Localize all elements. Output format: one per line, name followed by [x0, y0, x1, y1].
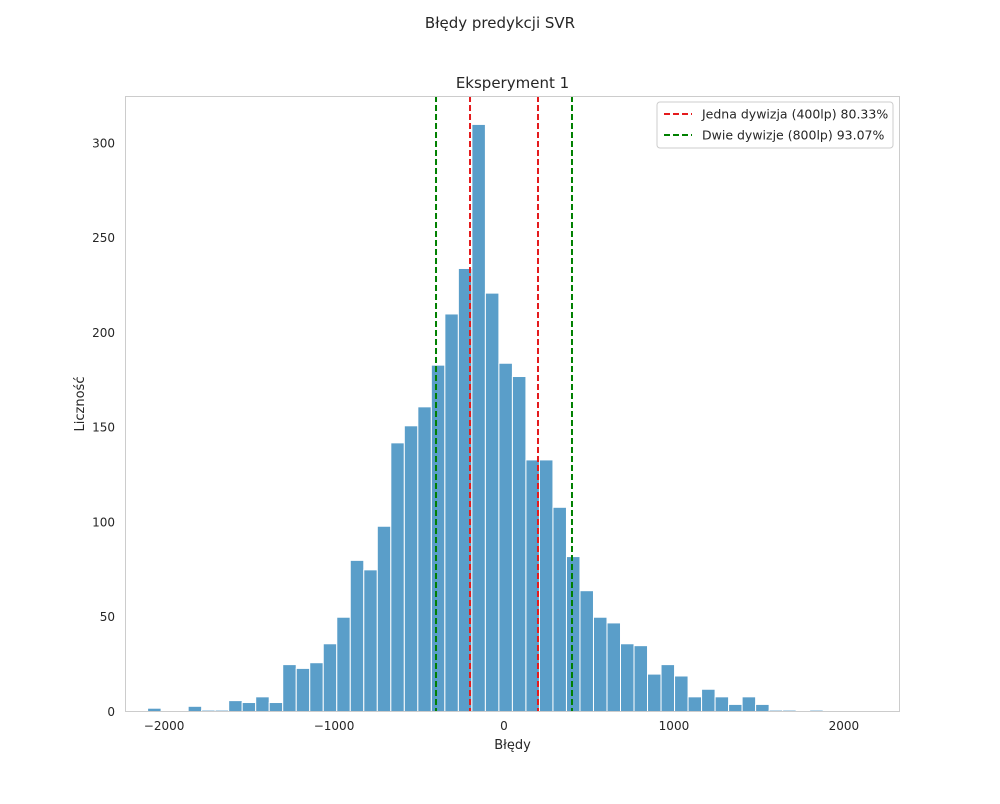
histogram-bar	[755, 703, 770, 713]
y-axis-label: Liczność	[73, 377, 88, 432]
y-tick-label: 100	[92, 515, 115, 529]
histogram-bar	[579, 590, 594, 713]
histogram-bar	[363, 569, 378, 713]
histogram-bar	[255, 696, 270, 713]
histogram-bar	[660, 664, 676, 713]
histogram-bar	[647, 673, 662, 713]
reference-lines-group	[435, 96, 573, 712]
histogram-bar	[552, 506, 567, 713]
histogram-bar	[714, 696, 730, 713]
y-tick-label: 150	[92, 421, 115, 435]
x-tick-label: 2000	[829, 719, 860, 733]
legend-frame	[656, 101, 894, 149]
histogram-bar	[674, 675, 689, 713]
histogram-bar	[484, 292, 500, 713]
histogram-bar	[606, 622, 622, 713]
histogram-bar	[701, 688, 716, 713]
y-tick-label: 0	[107, 705, 115, 719]
histogram-bar	[728, 703, 743, 713]
histogram-bar	[376, 525, 392, 713]
legend-label: Jedna dywizja (400lp) 80.33%	[701, 107, 888, 122]
histogram-bar	[471, 123, 486, 713]
histogram-bar	[241, 702, 257, 713]
figure-suptitle: Błędy predykcji SVR	[425, 14, 575, 32]
x-tick-label: 0	[500, 719, 508, 733]
x-tick-label: 1000	[659, 719, 690, 733]
histogram-bar	[565, 556, 581, 713]
histogram-bar	[511, 376, 527, 713]
histogram-bar	[741, 696, 757, 713]
histogram-bar	[282, 664, 297, 713]
x-axis-ticks: −2000 −1000 0 1000 2000	[144, 719, 859, 733]
x-axis-label: Błędy	[494, 738, 531, 753]
histogram-bar	[268, 702, 284, 713]
histogram-bar	[417, 406, 432, 713]
legend-label: Dwie dywizje (800lp) 93.07%	[702, 128, 884, 143]
histogram-bar	[390, 442, 405, 713]
histogram-bar	[498, 362, 513, 713]
y-axis-ticks: 0 50 100 150 200 250 300	[92, 136, 115, 719]
histogram-bar	[633, 645, 649, 713]
histogram-bar	[228, 700, 243, 713]
histogram-bar	[430, 364, 446, 713]
histogram-bar	[687, 696, 703, 713]
y-tick-label: 300	[92, 136, 115, 150]
histogram-bar	[336, 616, 351, 713]
histogram-bar	[322, 643, 338, 713]
x-tick-label: −2000	[144, 719, 185, 733]
histogram-bar	[620, 643, 635, 713]
legend: Jedna dywizja (400lp) 80.33% Dwie dywizje…	[656, 101, 894, 149]
histogram-bar	[349, 559, 365, 713]
histogram-bar	[538, 459, 554, 713]
y-tick-label: 200	[92, 326, 115, 340]
histogram-bar	[295, 667, 311, 713]
x-tick-label: −1000	[314, 719, 355, 733]
histogram-bar	[309, 662, 324, 713]
y-tick-label: 50	[100, 610, 115, 624]
histogram-bar	[592, 616, 608, 713]
histogram-bar	[403, 425, 419, 713]
y-tick-label: 250	[92, 231, 115, 245]
plot-frame	[125, 96, 900, 712]
histogram-bar	[444, 313, 459, 713]
chart-title: Eksperyment 1	[456, 74, 569, 92]
